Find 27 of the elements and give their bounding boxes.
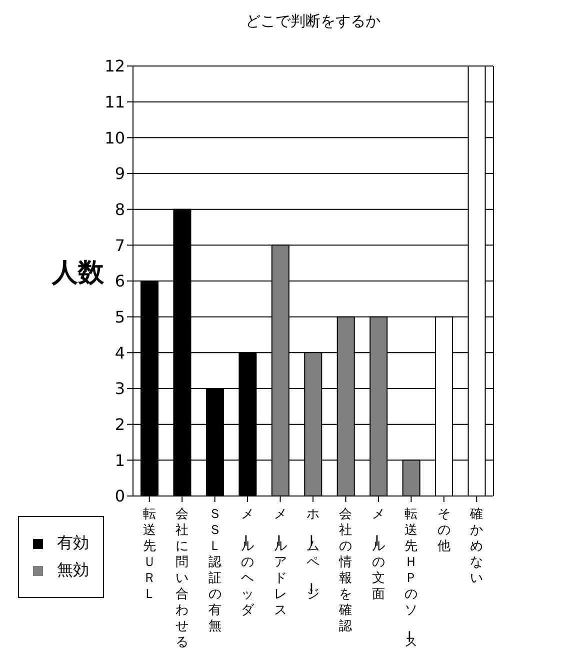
category-label: 会社に問い合わせる <box>176 507 189 650</box>
y-tick-label: 6 <box>114 272 125 291</box>
chart-title: どこで判断をするか <box>244 12 382 31</box>
y-tick-label: 9 <box>114 164 125 184</box>
x-tick-label: ＳＳＬ認証の有無 <box>208 507 222 634</box>
x-tick-label: その他 <box>437 507 450 554</box>
y-axis-title: 人数 <box>52 257 104 290</box>
y-tick-label: 10 <box>104 128 125 148</box>
y-tick-label: 3 <box>114 379 125 398</box>
category-label: 転送先ＨＰのソース <box>400 507 418 650</box>
legend-label: 無効 <box>57 560 89 581</box>
y-tick-label: 2 <box>114 415 125 434</box>
x-tick-label: 確かめない <box>469 507 484 586</box>
y-tick-label: 1 <box>114 450 125 470</box>
x-tick-label: メールのヘッダ <box>237 507 256 618</box>
y-tick-label: 12 <box>104 56 125 76</box>
y-tick-label: 5 <box>114 308 125 327</box>
x-tick-label: 転送先ＵＲＬ <box>142 507 156 602</box>
x-tick-label: メールの文面 <box>368 507 385 602</box>
y-tick-label: 4 <box>114 343 125 362</box>
y-tick-label: 7 <box>114 236 125 255</box>
legend-label: 有効 <box>57 533 89 554</box>
y-tick-label: 8 <box>114 200 125 220</box>
y-tick-label: 11 <box>104 92 125 112</box>
y-tick-label: 0 <box>114 486 125 506</box>
x-tick-label: メールアドレス <box>270 507 287 618</box>
x-tick-label: 会社の情報を確認 <box>338 507 352 634</box>
